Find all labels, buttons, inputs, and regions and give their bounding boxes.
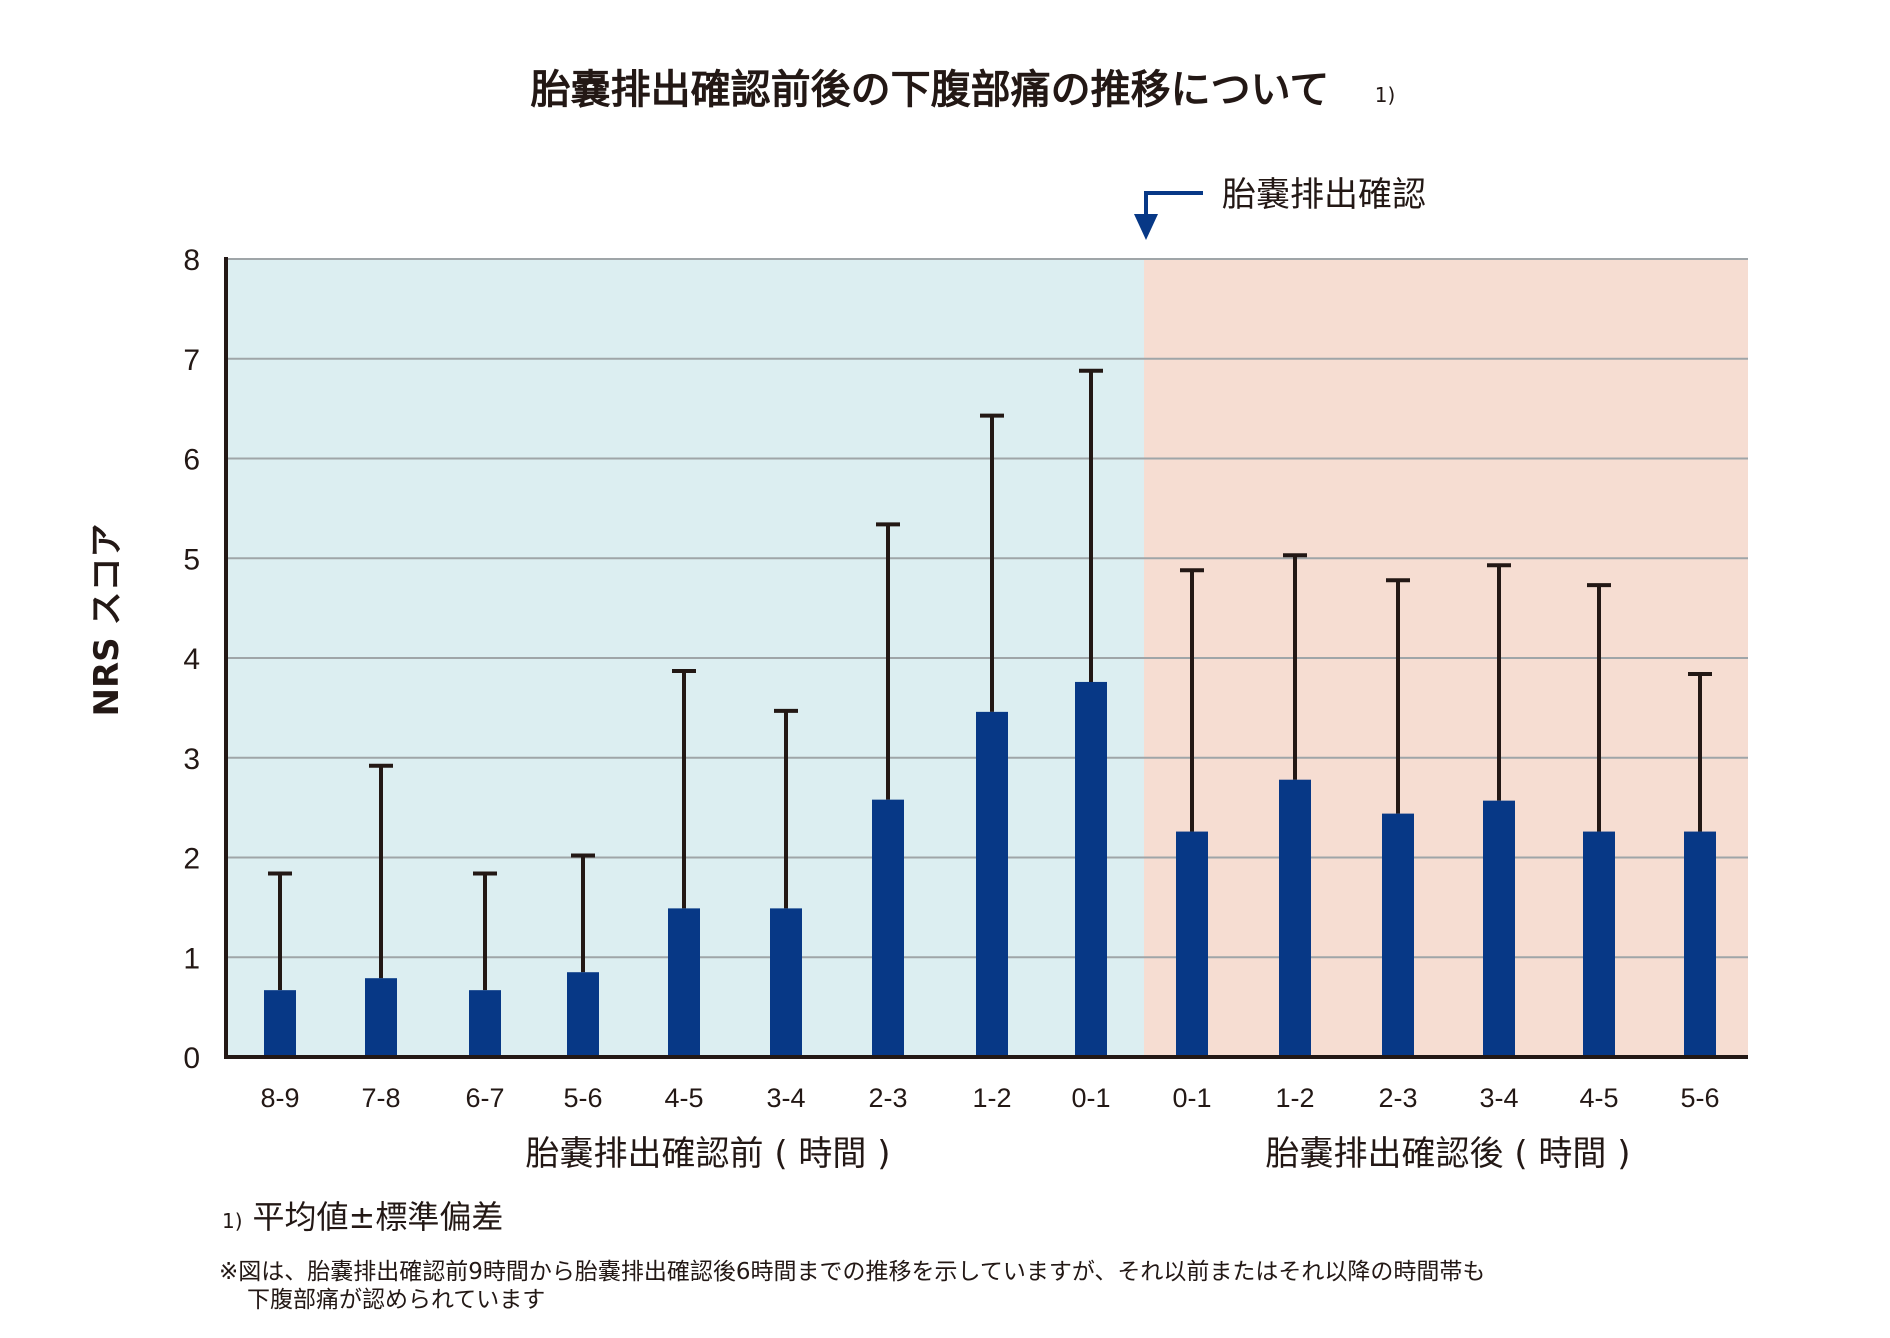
chart-title: 胎嚢排出確認前後の下腹部痛の推移について — [531, 67, 1330, 113]
y-tick-label: 5 — [183, 543, 200, 576]
x-tick-label: 2-3 — [868, 1083, 907, 1113]
y-tick-label: 6 — [183, 444, 200, 477]
annotation-label: 胎嚢排出確認 — [1222, 175, 1426, 215]
bar — [872, 799, 904, 1057]
error-bars — [268, 368, 1712, 991]
y-tick-label: 1 — [183, 942, 200, 975]
bar — [365, 978, 397, 1057]
x-tick-label: 4-5 — [664, 1083, 703, 1113]
bar — [567, 972, 599, 1057]
bar — [1684, 831, 1716, 1057]
footnote-1: 1) 平均値±標準偏差 — [222, 1198, 503, 1236]
footnote-1-mark: 1) — [222, 1209, 243, 1233]
x-tick-label: 3-4 — [766, 1083, 805, 1113]
bar — [1279, 779, 1311, 1057]
y-tick-label: 4 — [183, 643, 200, 676]
y-tick-label: 0 — [183, 1042, 200, 1075]
bar — [976, 711, 1008, 1057]
x-tick-label: 6-7 — [465, 1083, 504, 1113]
group-label: 胎嚢排出確認後 ( 時間 ) — [1266, 1134, 1631, 1174]
x-tick-label: 7-8 — [361, 1083, 400, 1113]
x-tick-label: 4-5 — [1579, 1083, 1618, 1113]
y-tick-label: 3 — [183, 743, 200, 776]
group-label: 胎嚢排出確認前 ( 時間 ) — [526, 1134, 891, 1174]
y-tick-label: 7 — [183, 344, 200, 377]
footnote-2-line-1: ※図は、胎嚢排出確認前9時間から胎嚢排出確認後6時間までの推移を示していますが、… — [219, 1259, 1485, 1285]
x-tick-labels: 8-9 7-8 6-7 5-6 4-5 3-4 2-3 1-2 0-1 0-1 1-2 2-3 3-4 4… — [260, 1083, 1719, 1113]
x-tick-label: 1-2 — [972, 1083, 1011, 1113]
bar — [1176, 831, 1208, 1057]
bar — [1483, 800, 1515, 1057]
bar — [770, 908, 802, 1057]
y-tick-labels: 0 1 2 3 4 5 6 7 8 — [183, 244, 200, 1075]
x-tick-label: 3-4 — [1479, 1083, 1518, 1113]
x-tick-label: 5-6 — [563, 1083, 602, 1113]
x-tick-label: 1-2 — [1275, 1083, 1314, 1113]
bar — [469, 990, 501, 1057]
y-axis-label: NRS スコア — [87, 524, 127, 717]
x-tick-label: 0-1 — [1071, 1083, 1110, 1113]
y-tick-label: 8 — [183, 244, 200, 277]
x-tick-label: 0-1 — [1172, 1083, 1211, 1113]
chart-title-footnote-ref: 1) — [1375, 83, 1396, 107]
x-tick-label: 8-9 — [260, 1083, 299, 1113]
bar — [1075, 681, 1107, 1057]
bar — [668, 908, 700, 1057]
x-tick-label: 2-3 — [1378, 1083, 1417, 1113]
bars — [264, 681, 1716, 1057]
bar — [264, 990, 296, 1057]
bar — [1382, 813, 1414, 1057]
axes — [224, 257, 1748, 1059]
group-labels: 胎嚢排出確認前 ( 時間 ) 胎嚢排出確認後 ( 時間 ) — [526, 1134, 1631, 1174]
bar — [1583, 831, 1615, 1057]
footnote-2-line-2: 下腹部痛が認められています — [247, 1287, 545, 1313]
footnote-1-text: 平均値±標準偏差 — [253, 1198, 504, 1236]
annotation-arrow-icon — [1134, 191, 1203, 240]
y-tick-label: 2 — [183, 843, 200, 876]
x-tick-label: 5-6 — [1680, 1083, 1719, 1113]
